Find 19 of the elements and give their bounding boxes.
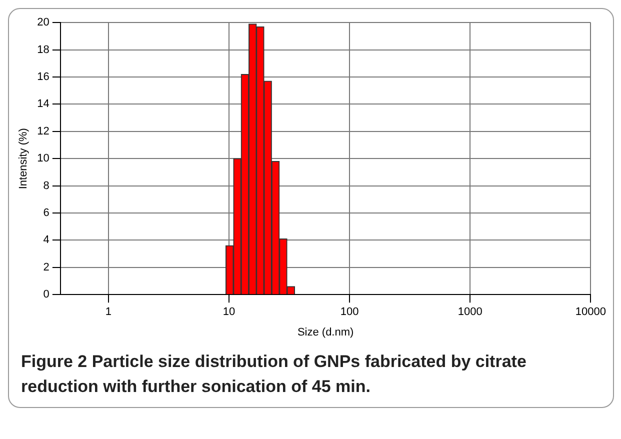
y-tick-label: 0 xyxy=(43,288,50,301)
y-tick-label: 14 xyxy=(37,98,50,110)
x-tick-label: 1 xyxy=(105,306,112,318)
y-tick-label: 8 xyxy=(43,180,50,192)
y-tick-label: 12 xyxy=(37,125,50,138)
y-tick-label: 2 xyxy=(43,261,50,274)
x-tick-label: 10000 xyxy=(575,306,606,318)
x-tick-label: 1000 xyxy=(458,306,482,318)
x-tick-label: 100 xyxy=(340,306,359,318)
y-tick-label: 4 xyxy=(43,234,50,246)
x-axis-title: Size (d.nm) xyxy=(297,326,354,338)
y-tick-label: 16 xyxy=(37,71,50,84)
y-axis-title: Intensity (%) xyxy=(18,128,30,190)
y-tick-label: 20 xyxy=(37,16,50,29)
y-tick-label: 18 xyxy=(37,44,50,56)
caption: Figure 2 Particle size distribution of GNPs fabricated by citrate reduction with further sonication of 45 min. xyxy=(20,351,528,398)
x-tick-label: 10 xyxy=(222,306,236,318)
y-tick-label: 10 xyxy=(37,152,50,165)
y-tick-label: 6 xyxy=(43,207,50,220)
